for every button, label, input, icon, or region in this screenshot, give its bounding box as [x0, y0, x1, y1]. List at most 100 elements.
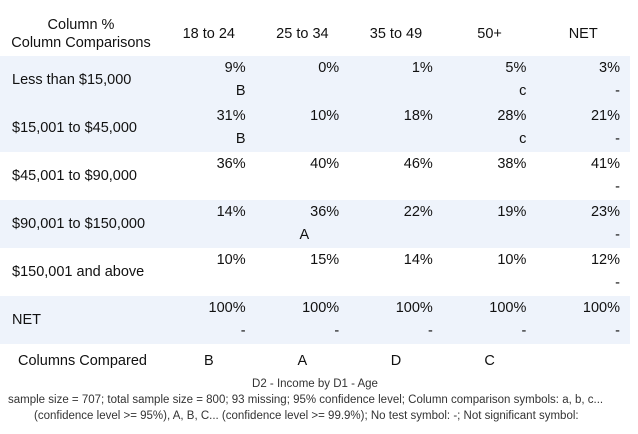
cell-value: 100%: [302, 300, 340, 316]
significance-symbol: [162, 176, 246, 199]
data-cell: 10%: [443, 248, 537, 296]
cell-value: 100%: [208, 300, 246, 316]
significance-symbol: B: [235, 131, 246, 147]
significance-symbol: -: [615, 179, 620, 195]
table-row-net: NET 100% - 100% - 100% - 100% - 100% -: [0, 296, 630, 344]
data-cell: 46%: [349, 152, 443, 200]
data-cell: 100% -: [442, 296, 537, 344]
data-cell: 1%: [349, 56, 443, 104]
cell-value: 1%: [411, 60, 433, 76]
table-title: D2 - Income by D1 - Age: [252, 378, 378, 390]
compared-letter: C: [484, 352, 495, 369]
cell-value: 40%: [310, 156, 340, 172]
data-cell: 3% -: [536, 56, 630, 104]
data-cell: 21% -: [536, 104, 630, 152]
table-row: Less than $15,000 9% B 0% 1% 5% c 3% -: [0, 56, 630, 104]
data-cell: 28% c: [442, 104, 537, 152]
data-cell: 36%: [162, 152, 256, 200]
cell-value: 41%: [590, 156, 620, 172]
significance-symbol: [443, 176, 527, 199]
data-cell: 100% -: [255, 296, 350, 344]
significance-symbol: [256, 128, 340, 151]
header-row: Column % Column Comparisons 18 to 24 25 …: [0, 12, 630, 56]
cell-value: 46%: [403, 156, 433, 172]
cell-value: 19%: [497, 204, 527, 220]
crosstab-table: Column % Column Comparisons 18 to 24 25 …: [0, 12, 630, 377]
cell-value: 9%: [224, 60, 246, 76]
data-cell: 23% -: [536, 200, 630, 248]
significance-symbol: -: [240, 323, 246, 339]
data-cell: 5% c: [442, 56, 537, 104]
significance-symbol: [349, 80, 433, 103]
significance-symbol: [349, 176, 433, 199]
cell-value: 12%: [590, 252, 620, 268]
table-row: $150,001 and above 10% 15% 14% 10% 12% -: [0, 248, 630, 296]
row-label[interactable]: Less than $15,000: [0, 56, 162, 104]
corner-header: Column % Column Comparisons: [0, 12, 162, 56]
cell-value: 36%: [216, 156, 246, 172]
significance-symbol: -: [615, 275, 620, 291]
column-header[interactable]: 35 to 49: [369, 26, 423, 42]
column-header[interactable]: NET: [568, 26, 598, 42]
data-cell: 100% -: [349, 296, 443, 344]
cell-value: 10%: [310, 108, 340, 124]
significance-symbol: -: [615, 227, 620, 243]
footnote-line: (confidence level >= 95%), A, B, C... (c…: [34, 410, 579, 422]
data-cell: 100% -: [162, 296, 256, 344]
compared-letter: B: [203, 352, 214, 369]
cell-value: 100%: [489, 300, 527, 316]
cell-value: 28%: [497, 108, 527, 124]
significance-symbol: -: [427, 323, 433, 339]
row-label[interactable]: $15,001 to $45,000: [0, 104, 162, 152]
table-row: $45,001 to $90,000 36% 40% 46% 38% 41% -: [0, 152, 630, 200]
columns-compared-row: Columns Compared B A D C: [0, 344, 630, 377]
data-cell: 41% -: [536, 152, 630, 200]
data-cell: 10%: [162, 248, 256, 296]
significance-symbol: [349, 272, 433, 295]
cell-value: 5%: [505, 60, 527, 76]
significance-symbol: [162, 272, 246, 295]
significance-symbol: [349, 128, 433, 151]
compared-letter: A: [297, 352, 308, 369]
data-cell: 15%: [256, 248, 350, 296]
significance-symbol: c: [519, 83, 527, 99]
data-cell: 12% -: [536, 248, 630, 296]
cell-value: 21%: [590, 108, 620, 124]
column-header[interactable]: 50+: [477, 26, 502, 42]
table-row: $15,001 to $45,000 31% B 10% 18% 28% c 21%…: [0, 104, 630, 152]
significance-symbol: [162, 224, 246, 247]
row-label[interactable]: NET: [0, 296, 162, 344]
table-row: $90,001 to $150,000 14% 36% A 22% 19% 23%…: [0, 200, 630, 248]
data-cell: 38%: [443, 152, 537, 200]
data-cell: 14%: [349, 248, 443, 296]
cell-value: 22%: [403, 204, 433, 220]
significance-symbol: A: [299, 227, 310, 243]
significance-symbol: -: [334, 323, 340, 339]
row-label[interactable]: $45,001 to $90,000: [12, 168, 137, 184]
cell-value: 3%: [599, 60, 620, 76]
row-label[interactable]: $90,001 to $150,000: [0, 200, 162, 248]
significance-symbol: [443, 272, 527, 295]
cell-value: 100%: [395, 300, 433, 316]
significance-symbol: [256, 80, 340, 103]
data-cell: 14%: [162, 200, 256, 248]
cell-value: 10%: [216, 252, 246, 268]
cell-value: 36%: [310, 204, 340, 220]
significance-symbol: [443, 224, 527, 247]
data-cell: 36% A: [255, 200, 350, 248]
column-header[interactable]: 25 to 34: [276, 26, 329, 42]
footnote-line: sample size = 707; total sample size = 8…: [8, 394, 604, 406]
table-footer: D2 - Income by D1 - Age sample size = 70…: [0, 376, 630, 424]
cell-value: 14%: [403, 252, 433, 268]
columns-compared-label: Columns Compared: [18, 352, 147, 369]
compared-letter: D: [390, 352, 402, 369]
data-cell: 100% -: [536, 296, 630, 344]
significance-symbol: -: [521, 323, 527, 339]
column-header[interactable]: 18 to 24: [182, 26, 235, 42]
data-cell: 22%: [349, 200, 443, 248]
row-label[interactable]: $150,001 and above: [12, 264, 145, 280]
significance-symbol: [256, 176, 340, 199]
significance-symbol: [349, 224, 433, 247]
significance-symbol: B: [235, 83, 246, 99]
